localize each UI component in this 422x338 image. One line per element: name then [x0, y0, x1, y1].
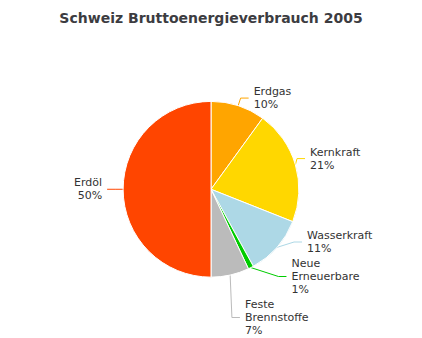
- svg-text:50%: 50%: [78, 189, 102, 202]
- svg-text:7%: 7%: [245, 324, 262, 337]
- svg-text:Erneuerbare: Erneuerbare: [291, 270, 359, 283]
- svg-text:Neue: Neue: [291, 257, 320, 270]
- svg-text:Brennstoffe: Brennstoffe: [245, 311, 309, 324]
- svg-text:Erdöl: Erdöl: [74, 176, 102, 189]
- svg-text:Erdgas: Erdgas: [254, 85, 292, 98]
- svg-text:1%: 1%: [291, 283, 308, 296]
- svg-text:11%: 11%: [307, 242, 331, 255]
- svg-text:Kernkraft: Kernkraft: [310, 146, 361, 159]
- svg-text:21%: 21%: [310, 159, 334, 172]
- svg-text:10%: 10%: [254, 98, 278, 111]
- svg-text:Schweiz Bruttoenergieverbrauch: Schweiz Bruttoenergieverbrauch 2005: [59, 10, 362, 26]
- svg-text:Wasserkraft: Wasserkraft: [307, 229, 373, 242]
- svg-text:Feste: Feste: [245, 298, 275, 311]
